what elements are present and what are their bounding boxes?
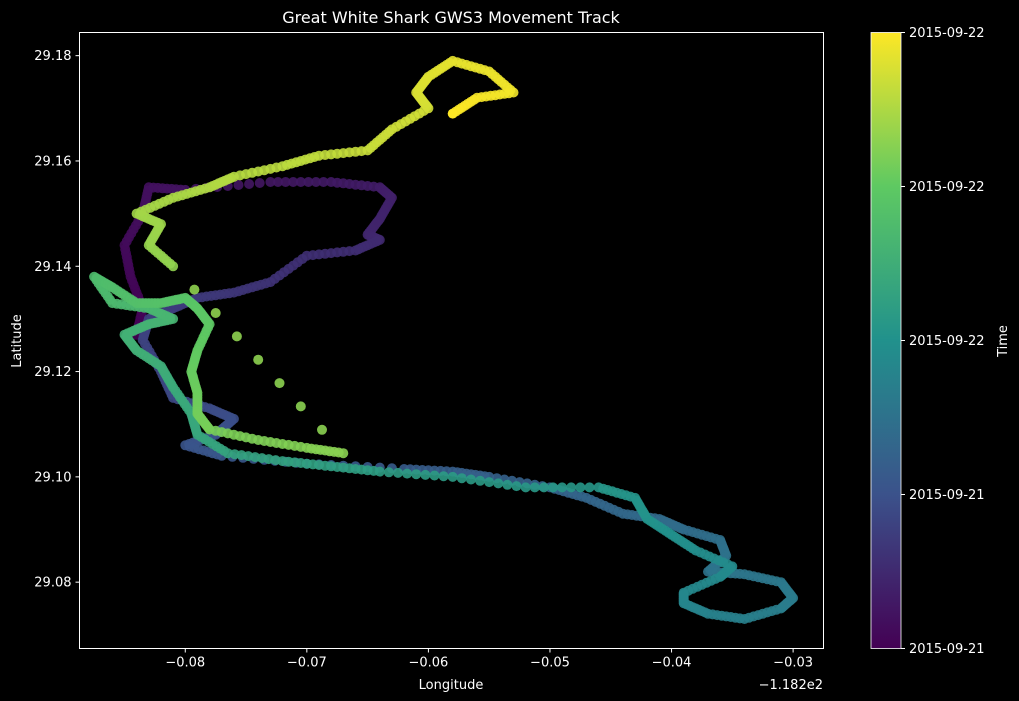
colorbar-tick-label: 2015-09-22 [909,26,985,41]
plot-frame [79,32,824,649]
track-point [274,378,285,389]
x-axis: −0.08 −0.07 −0.06 −0.05 −0.04 −0.03 [165,648,813,671]
track-point [566,482,577,493]
track-point [493,478,504,489]
track-point [273,177,283,187]
track-point [502,479,513,490]
track-point [295,177,306,187]
track-points [89,55,799,624]
track-point [538,482,549,493]
track-point [484,477,495,488]
x-tick-label: −0.04 [652,656,692,671]
track-point [254,178,265,188]
track-point [383,467,394,478]
track-point [210,308,221,318]
colorbar-tick-label: 2015-09-22 [909,180,985,195]
track-point [411,469,422,480]
track-point [557,482,568,493]
track-point [584,482,595,493]
track-point [548,482,558,493]
colorbar [870,32,902,649]
colorbar-tick-label: 2015-09-22 [909,334,985,349]
track-point [393,467,403,478]
y-tick-label: 29.10 [34,470,71,485]
track-point [265,177,276,187]
track-point [575,482,586,493]
track-point [456,473,467,484]
colorbar-tick-label: 2015-09-21 [909,488,985,503]
track-point [475,475,486,486]
chart-title: Great White Shark GWS3 Movement Track [282,8,620,27]
track-point [402,468,413,479]
y-tick-label: 29.12 [34,365,71,380]
track-point [233,180,244,190]
y-tick-label: 29.18 [34,49,71,64]
track-point [231,331,242,342]
track-point [280,177,291,187]
x-tick-label: −0.07 [287,656,327,671]
track-point [520,482,531,493]
track-point [511,481,522,492]
track-point [189,284,200,295]
track-point [466,474,476,485]
y-tick-label: 29.16 [34,154,71,169]
track-point [318,177,329,187]
track-point [295,401,306,412]
track-point [288,177,299,187]
track-point [447,108,458,119]
track-point [253,354,264,365]
track-point [317,424,327,435]
y-tick-label: 29.08 [34,576,71,591]
x-tick-label: −0.06 [408,656,448,671]
x-axis-offset: −1.182e2 [759,678,823,693]
y-axis: 29.08 29.10 29.12 29.14 29.16 29.18 [34,49,80,591]
track-point [438,471,449,482]
track-point [447,471,458,482]
track-point [529,482,540,493]
colorbar-label: Time [996,325,1011,358]
colorbar-tick-label: 2015-09-21 [909,642,985,657]
track-point [244,179,255,189]
track-point [593,482,604,493]
track-point [420,469,431,480]
x-axis-label: Longitude [419,678,484,693]
track-point [311,177,321,187]
x-tick-label: −0.05 [530,656,570,671]
track-point [338,448,349,459]
y-tick-label: 29.14 [34,260,71,275]
track-point [429,470,440,481]
track-point [303,177,314,187]
y-axis-label: Latitude [10,314,25,368]
x-tick-label: −0.03 [773,656,813,671]
x-tick-label: −0.08 [165,656,205,671]
colorbar-ticks: 2015-09-21 2015-09-21 2015-09-22 2015-09-22… [901,26,985,657]
